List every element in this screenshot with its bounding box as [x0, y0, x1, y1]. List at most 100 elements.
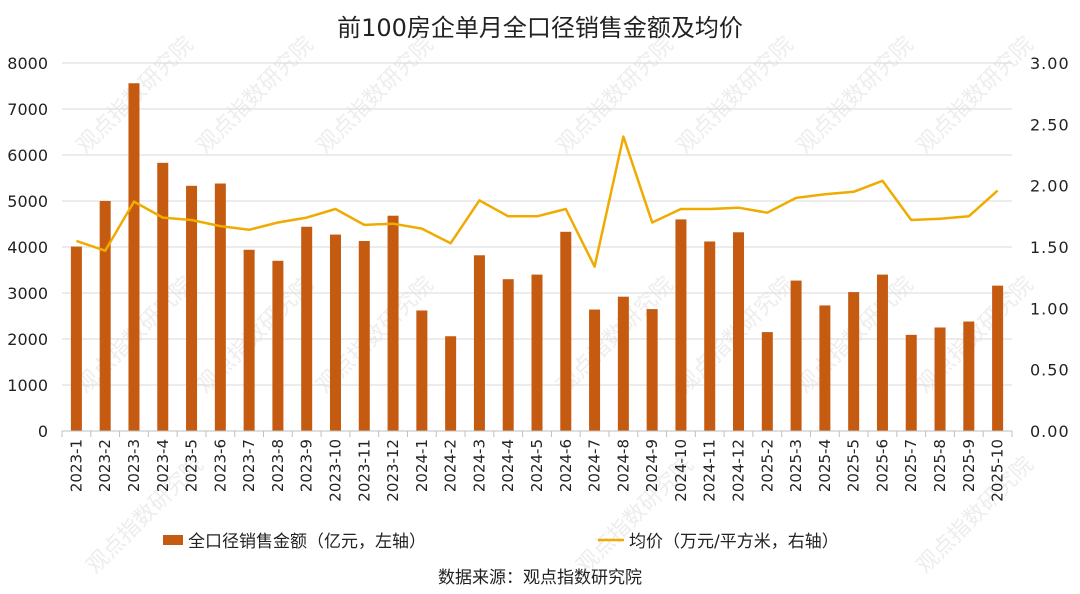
bar [646, 309, 658, 431]
left-axis-tick-label: 4000 [7, 238, 48, 257]
x-axis-tick-label: 2023-8 [269, 439, 287, 492]
legend-label-bar: 全口径销售金额（亿元，左轴） [188, 532, 426, 552]
bar [589, 309, 601, 431]
left-axis-tick-label: 3000 [7, 284, 48, 303]
x-axis-tick-label: 2025-5 [845, 439, 863, 492]
bar [905, 334, 917, 431]
bar [272, 260, 284, 431]
x-axis-tick-label: 2025-4 [816, 439, 834, 492]
bar [704, 241, 716, 431]
left-axis-tick-label: 8000 [7, 54, 48, 73]
bar [560, 231, 572, 431]
bar [70, 246, 82, 431]
left-axis-tick-label: 7000 [7, 100, 48, 119]
bar [243, 249, 255, 431]
x-axis-tick-label: 2025-3 [787, 439, 805, 492]
x-axis-tick-label: 2025-8 [931, 439, 949, 492]
x-axis-tick-label: 2025-10 [989, 439, 1007, 502]
left-axis-tick-label: 6000 [7, 146, 48, 165]
bar [358, 241, 370, 431]
watermark-text: 观点指数研究院 [552, 32, 679, 159]
left-axis-tick-label: 5000 [7, 192, 48, 211]
x-axis-tick-label: 2023-7 [240, 439, 258, 492]
x-axis-tick-label: 2023-3 [125, 439, 143, 492]
bar [157, 162, 169, 431]
x-axis-tick-label: 2025-6 [873, 439, 891, 492]
x-axis-tick-label: 2024-4 [499, 439, 517, 492]
bar [473, 255, 485, 431]
bar [445, 336, 457, 431]
x-axis-tick-label: 2024-7 [586, 439, 604, 492]
bar [876, 274, 888, 431]
watermark-text: 观点指数研究院 [192, 32, 319, 159]
chart-title: 前100房企单月全口径销售金额及均价 [337, 14, 743, 42]
bar [963, 321, 975, 431]
bar [186, 185, 198, 431]
x-axis-tick-label: 2023-6 [211, 439, 229, 492]
watermark-text: 观点指数研究院 [312, 32, 439, 159]
legend-label-line: 均价（万元/平方米，右轴） [629, 532, 839, 552]
bar [502, 279, 514, 431]
x-axis-tick-label: 2024-8 [614, 439, 632, 492]
legend: 全口径销售金额（亿元，左轴） 均价（万元/平方米，右轴） [163, 532, 839, 552]
x-axis-tick-label: 2024-6 [557, 439, 575, 492]
x-axis-tick-label: 2024-12 [730, 439, 748, 502]
bar [819, 305, 831, 431]
watermark-text: 观点指数研究院 [792, 32, 919, 159]
x-axis-tick-label: 2023-12 [384, 439, 402, 502]
x-axis-tick-label: 2024-2 [442, 439, 460, 492]
x-axis-tick-label: 2023-4 [154, 439, 172, 492]
x-axis-tick-label: 2025-7 [902, 439, 920, 492]
right-axis-tick-label: 2.00 [1030, 177, 1070, 196]
right-axis-tick-label: 0.50 [1030, 361, 1070, 380]
bar [128, 83, 140, 432]
right-axis-tick-label: 1.00 [1030, 299, 1070, 318]
x-axis-tick-label: 2023-1 [67, 439, 85, 492]
watermark-text: 观点指数研究院 [912, 32, 1039, 159]
x-axis-tick-label: 2024-1 [413, 439, 431, 492]
line-series [75, 135, 999, 268]
bar-series [70, 83, 1004, 432]
bar [733, 232, 745, 431]
bar [790, 280, 802, 431]
bar [531, 274, 543, 431]
bar [387, 215, 399, 431]
x-axis-tick-label: 2023-5 [183, 439, 201, 492]
right-axis-tick-label: 0.00 [1030, 422, 1070, 441]
x-axis-tick-label: 2023-9 [298, 439, 316, 492]
bar [99, 201, 111, 431]
bar [934, 327, 946, 431]
bar [675, 219, 687, 431]
watermark-text: 观点指数研究院 [192, 272, 319, 399]
x-axis-tick-label: 2025-9 [960, 439, 978, 492]
bar [761, 332, 773, 431]
x-axis-tick-label: 2024-9 [643, 439, 661, 492]
legend-swatch-bar [163, 535, 183, 545]
bar [848, 292, 860, 431]
left-axis-tick-label: 0 [38, 422, 48, 441]
bar [214, 183, 226, 431]
x-axis-tick-label: 2024-3 [470, 439, 488, 492]
x-axis-tick-label: 2023-10 [326, 439, 344, 502]
right-axis-tick-label: 3.00 [1030, 54, 1070, 73]
watermark-text: 观点指数研究院 [672, 32, 799, 159]
bar [416, 310, 428, 431]
bar [617, 296, 629, 431]
avg-price-line [75, 135, 999, 268]
bar [329, 234, 341, 431]
bar [301, 226, 313, 431]
x-axis-tick-label: 2024-11 [701, 439, 719, 502]
left-axis-tick-label: 1000 [7, 376, 48, 395]
left-axis-tick-label: 2000 [7, 330, 48, 349]
x-axis-tick-label: 2025-2 [758, 439, 776, 492]
bar [992, 285, 1004, 431]
right-axis-tick-label: 1.50 [1030, 238, 1070, 257]
x-axis-tick-label: 2023-11 [355, 439, 373, 502]
x-axis-tick-label: 2023-2 [96, 439, 114, 492]
x-axis-tick-label: 2024-5 [528, 439, 546, 492]
right-axis-tick-label: 2.50 [1030, 115, 1070, 134]
axes: 0 1000 2000 3000 4000 5000 6000 7000 8000 0.00 0.5… [7, 54, 1070, 502]
source-note: 数据来源：观点指数研究院 [438, 568, 642, 588]
